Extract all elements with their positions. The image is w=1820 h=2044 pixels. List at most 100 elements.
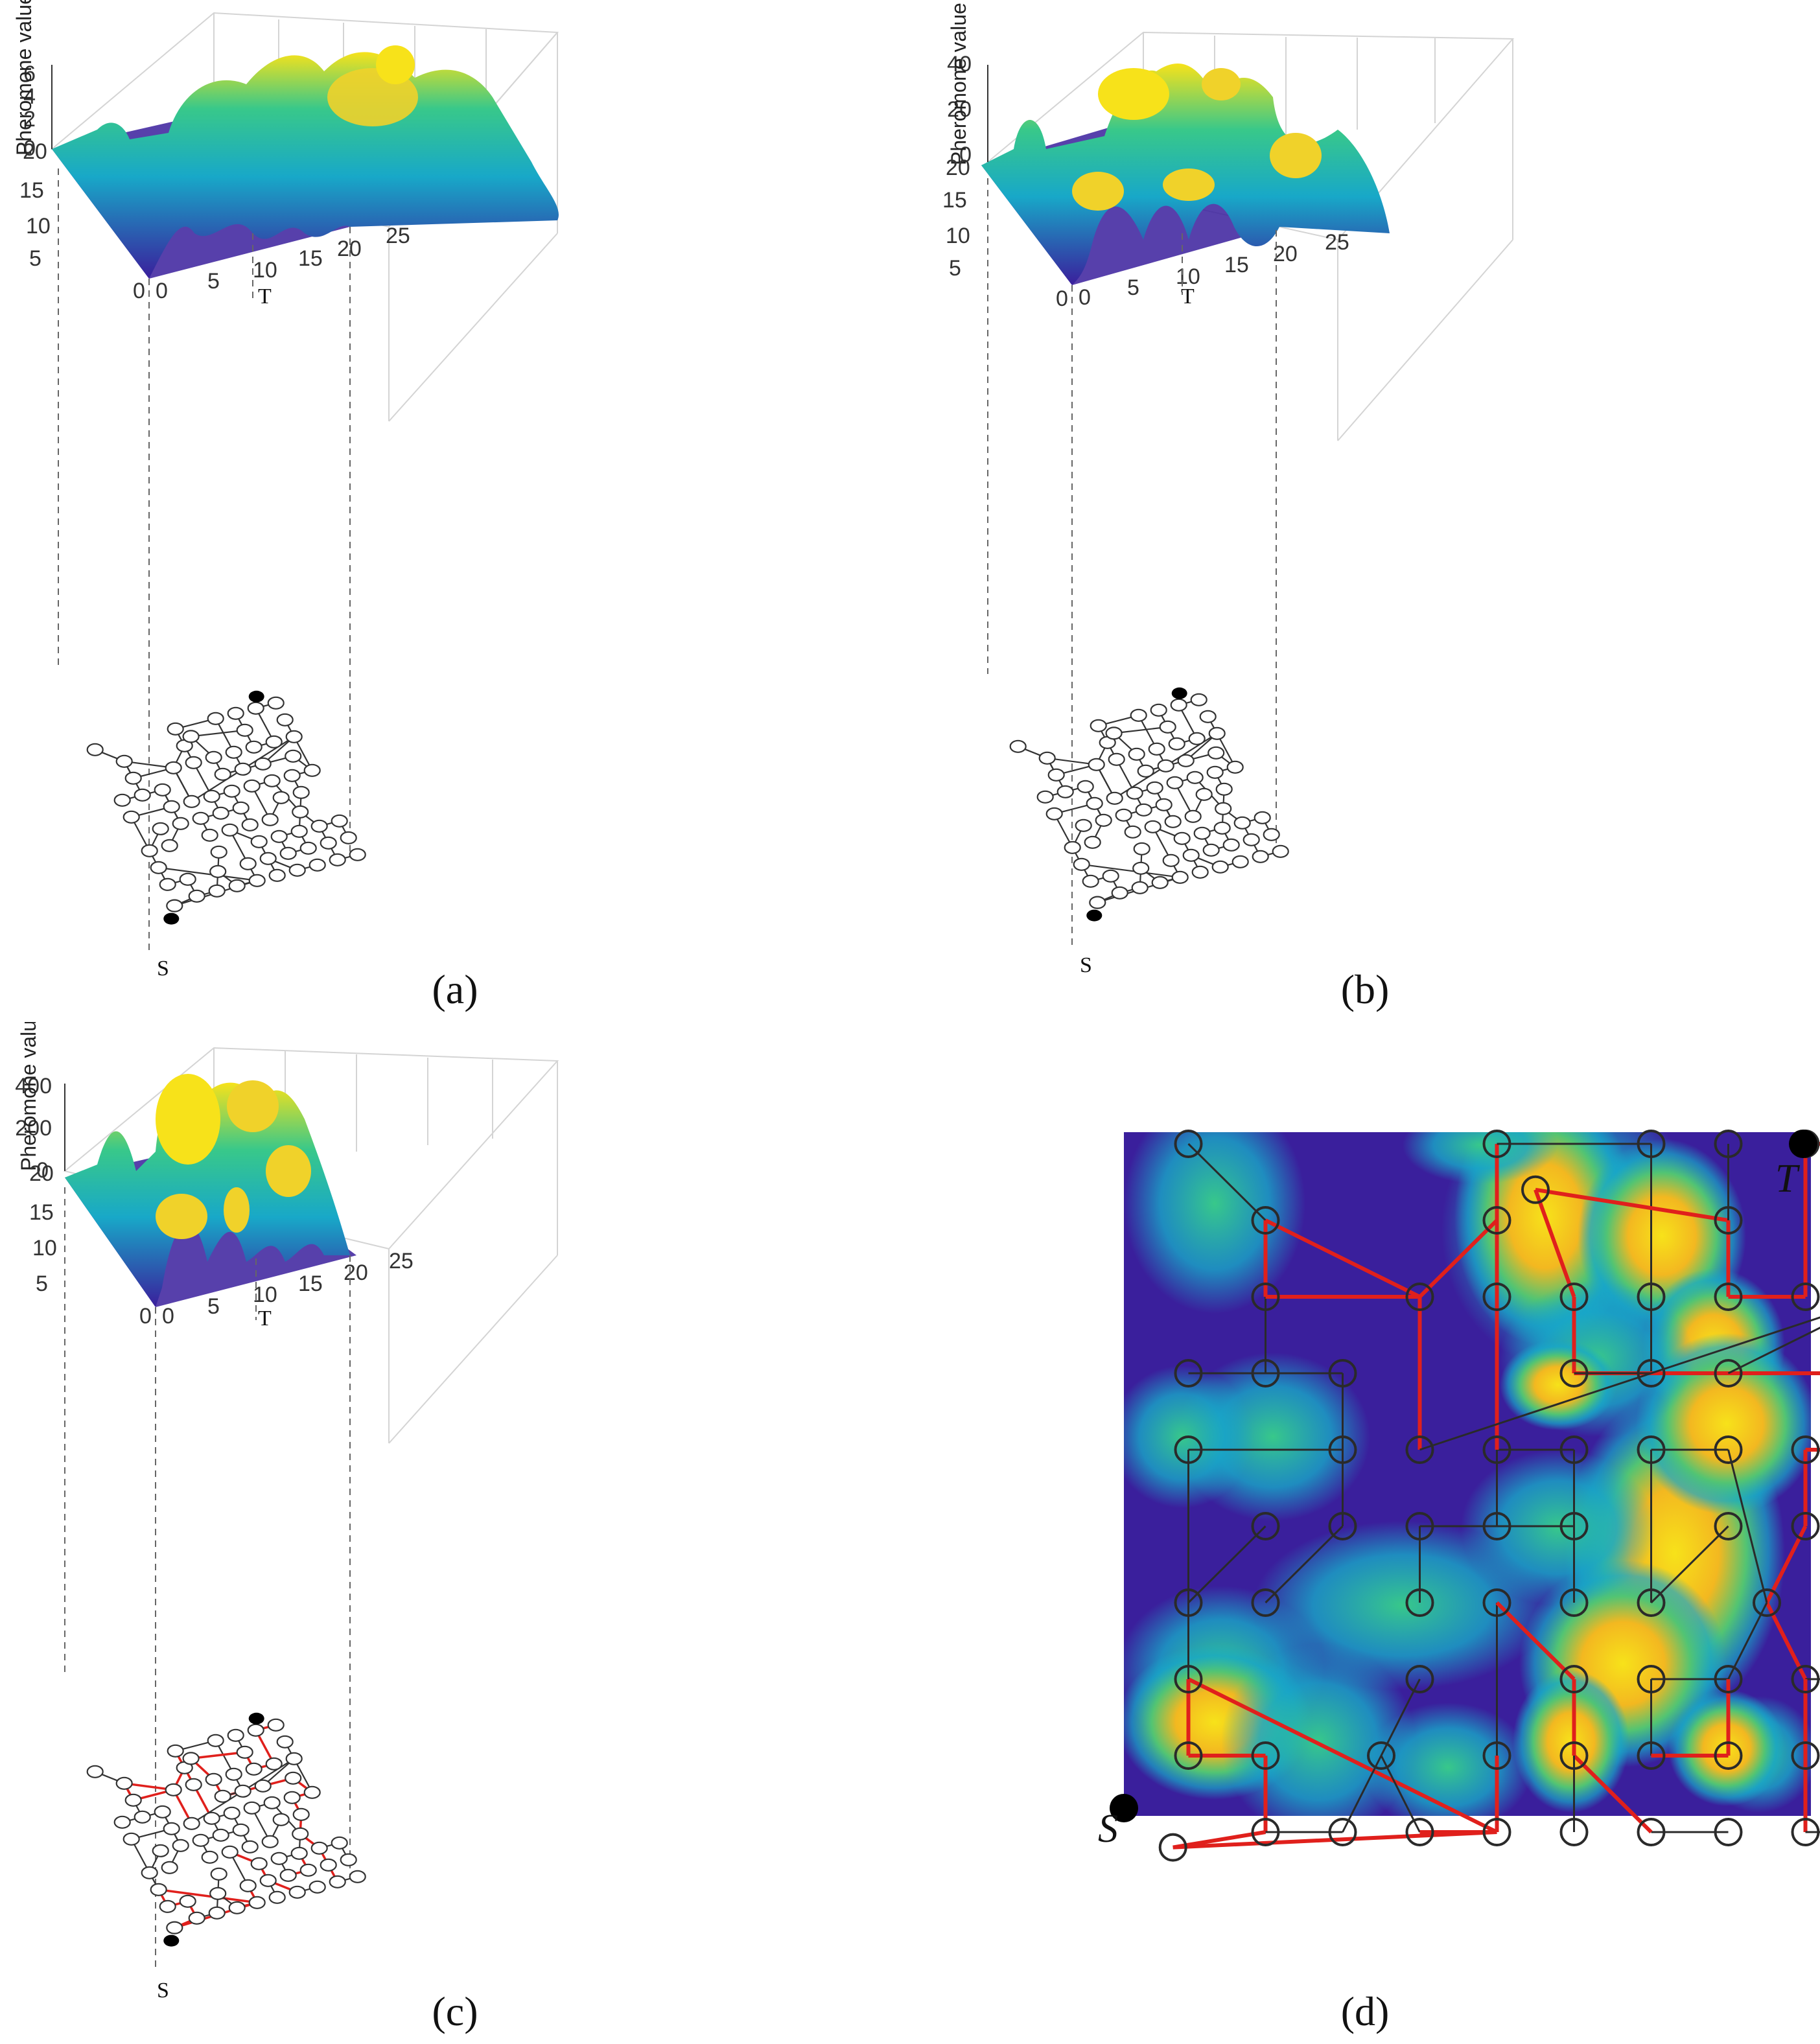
network-node (185, 756, 202, 769)
network-edge (1265, 1525, 1344, 1604)
network-node (134, 788, 151, 802)
network-node (166, 1921, 183, 1934)
network-node (310, 1841, 328, 1855)
network-edge (1053, 813, 1082, 865)
network-node (1482, 1130, 1511, 1158)
network-edge (130, 1839, 159, 1890)
x-tick-b-10: 10 (1176, 264, 1200, 289)
network-node (310, 819, 328, 833)
network-node (1251, 1206, 1280, 1235)
network-node (270, 830, 288, 843)
network-node (1791, 1435, 1820, 1464)
network-node (205, 1772, 222, 1786)
network-node (1088, 758, 1105, 771)
network-node (1009, 739, 1027, 753)
network-node (182, 1752, 200, 1765)
x-tick-b-15: 15 (1224, 253, 1249, 277)
y-tick-c-0: 0 (139, 1304, 152, 1329)
network-node (1791, 1665, 1820, 1693)
network-node (207, 1734, 224, 1747)
peak-b-2 (1202, 68, 1241, 100)
x-axis-b: 0 5 10 15 20 25 (1079, 230, 1349, 310)
network-node (248, 1896, 266, 1909)
panel-d: S T (d) (910, 1022, 1820, 2044)
network-edge (1207, 716, 1236, 768)
x-tick-a-10: 10 (253, 258, 277, 283)
network-node (267, 696, 285, 710)
network-node (1146, 781, 1163, 795)
network-node (1208, 746, 1225, 760)
network-node (1559, 1588, 1589, 1617)
network-node (1233, 816, 1251, 830)
peak-c-5 (224, 1187, 250, 1233)
x-tick-c-5: 5 (207, 1294, 220, 1319)
network-edge (1380, 1755, 1421, 1833)
network-node (182, 730, 200, 743)
network-node (223, 1806, 240, 1820)
network-node (234, 1784, 251, 1798)
network-node (1637, 1741, 1666, 1770)
network-node (250, 1857, 268, 1870)
network-node (163, 1822, 180, 1835)
network-node (228, 1901, 246, 1914)
network-node (1064, 841, 1081, 854)
network-node (1482, 1435, 1511, 1464)
path-edge (1765, 1601, 1808, 1680)
network-node (1086, 796, 1103, 810)
network-edge (1342, 1755, 1382, 1833)
network-node (192, 1833, 209, 1847)
heatmap-hotspots (1124, 1132, 1811, 1816)
network-node (1171, 870, 1189, 884)
network-node (1714, 1741, 1743, 1770)
network-node (165, 761, 182, 774)
network-node (86, 743, 104, 756)
network-node (227, 706, 244, 720)
network-node (113, 793, 131, 807)
network-node (1637, 1435, 1666, 1464)
network-node (1714, 1283, 1743, 1311)
x-tick-a-25: 25 (386, 224, 410, 248)
network-node (86, 1765, 104, 1778)
network-node (1164, 815, 1182, 828)
network-node (210, 1867, 228, 1881)
network-node (320, 1858, 337, 1872)
network-edge (1081, 863, 1180, 878)
network-b (1009, 687, 1289, 922)
network-node (134, 1810, 151, 1824)
network-node (292, 785, 310, 799)
network-edge (1650, 1525, 1729, 1604)
network-node (1714, 1206, 1743, 1235)
network-node (227, 1728, 244, 1742)
network-node (259, 1874, 277, 1887)
network-node (1174, 1665, 1203, 1693)
network-node (1251, 1588, 1280, 1617)
x-tick-a-20: 20 (337, 237, 362, 261)
network-node (309, 858, 326, 872)
network-node (1637, 1283, 1666, 1311)
path-edge (1495, 1601, 1576, 1681)
source-node (163, 912, 180, 925)
network-node (1559, 1665, 1589, 1693)
network-node (243, 779, 261, 793)
network-node (1226, 760, 1244, 774)
network-node (214, 767, 231, 781)
network-node (254, 757, 272, 771)
network-node (1405, 1588, 1434, 1617)
network-node (1162, 854, 1180, 867)
y-axis-b: 20 15 10 5 0 (942, 156, 1068, 311)
y-tick-a-10: 10 (26, 214, 51, 238)
network-node (152, 822, 169, 835)
x-tick-c-25: 25 (389, 1249, 414, 1273)
y-tick-b-20: 20 (946, 156, 970, 180)
network-node (1405, 1435, 1434, 1464)
network-node (1105, 726, 1123, 740)
network-node (245, 740, 262, 754)
network-node (1215, 802, 1232, 815)
network-node (236, 723, 253, 737)
caption-c-text: (c) (432, 1988, 478, 2034)
network-node (1174, 1130, 1203, 1158)
network-node (259, 852, 277, 865)
path-edge (1265, 1218, 1421, 1299)
network-node (210, 845, 228, 859)
network-node (1215, 782, 1233, 796)
